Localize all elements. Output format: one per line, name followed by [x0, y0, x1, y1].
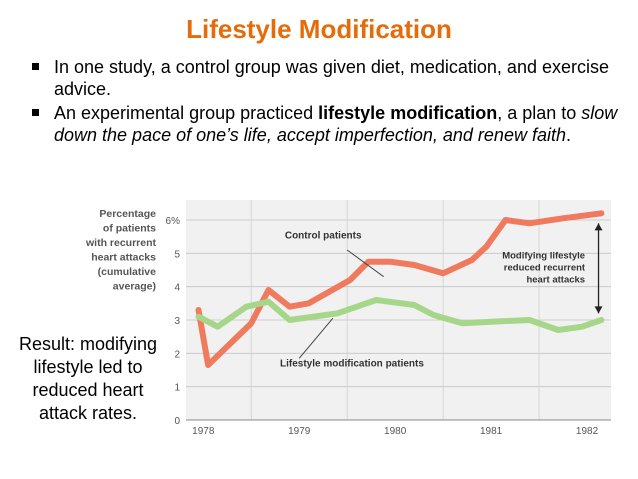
- bullet-item-control-group: In one study, a control group was given …: [22, 56, 622, 100]
- bullet-list: In one study, a control group was given …: [22, 56, 622, 148]
- slide-title: Lifestyle Modification: [186, 14, 452, 44]
- y-tick-label: 6%: [166, 216, 181, 227]
- y-tick-label: 0: [174, 416, 180, 427]
- lifestyle-label-pointer: [298, 318, 334, 359]
- result-line: attack rates.: [38, 403, 138, 423]
- effect-annotation-line: heart attacks: [526, 274, 585, 285]
- x-tick-labels: 1978 1979 1980 1981 1982: [192, 426, 598, 437]
- x-tick-label: 1978: [192, 426, 215, 437]
- y-tick-label: 1: [174, 383, 180, 394]
- y-tick-labels: 0 1 2 3 4 5 6%: [166, 216, 181, 427]
- lifestyle-patients-label: Lifestyle modification patients: [280, 359, 424, 370]
- effect-annotation-line: reduced recurrent: [504, 262, 586, 273]
- result-text: Result: modifying lifestyle led to reduc…: [2, 333, 174, 425]
- result-line: lifestyle led to: [33, 357, 143, 377]
- bullet-text-italic: slow down the pace of one’s life, accept…: [54, 103, 618, 145]
- y-axis-title: Percentage of patients with recurrent heart…: [85, 208, 157, 293]
- x-tick-label: 1981: [480, 426, 503, 437]
- y-tick-label: 3: [174, 316, 180, 327]
- x-tick-label: 1980: [384, 426, 407, 437]
- control-patients-label: Control patients: [285, 230, 362, 241]
- bullet-square-icon: [32, 109, 39, 116]
- x-tick-label: 1982: [576, 426, 599, 437]
- chart-svg: Percentage of patients with recurrent heart…: [85, 200, 611, 437]
- y-axis-title-line: (cumulative: [98, 266, 157, 278]
- series-lines: [195, 210, 605, 368]
- bullet-text-pre: An experimental group practiced: [54, 103, 319, 123]
- control-label-pointer: [346, 249, 384, 278]
- x-tick-label: 1979: [288, 426, 311, 437]
- recurrent-heart-attack-chart: Percentage of patients with recurrent heart…: [64, 192, 624, 454]
- y-tick-label: 2: [174, 349, 180, 360]
- bullet-text-end: .: [565, 125, 571, 145]
- bullet-text-control-group: In one study, a control group was given …: [54, 57, 609, 99]
- bullet-item-experimental-group: An experimental group practiced lifestyl…: [22, 102, 622, 146]
- lifestyle-series-line: [195, 297, 605, 333]
- arrow-head-down-icon: [594, 306, 603, 314]
- result-line: reduced heart: [32, 380, 144, 400]
- chart-annotations: Control patients Lifestyle modification p…: [280, 223, 603, 370]
- y-axis-title-line: of patients: [103, 223, 156, 235]
- y-axis-title-line: heart attacks: [91, 252, 156, 264]
- bullet-square-icon: [32, 63, 39, 70]
- arrow-head-up-icon: [594, 223, 603, 231]
- y-axis-title-line: Percentage: [99, 208, 156, 220]
- result-line: Result: modifying: [18, 334, 158, 354]
- bullet-text-bold: lifestyle modification: [318, 103, 498, 123]
- y-tick-label: 5: [174, 249, 180, 260]
- y-axis-title-line: average): [113, 281, 156, 293]
- effect-annotation-line: Modifying lifestyle: [502, 250, 585, 261]
- y-tick-label: 4: [174, 283, 180, 294]
- bullet-text-mid: , a plan to: [497, 103, 582, 123]
- y-axis-title-line: with recurrent: [85, 237, 157, 249]
